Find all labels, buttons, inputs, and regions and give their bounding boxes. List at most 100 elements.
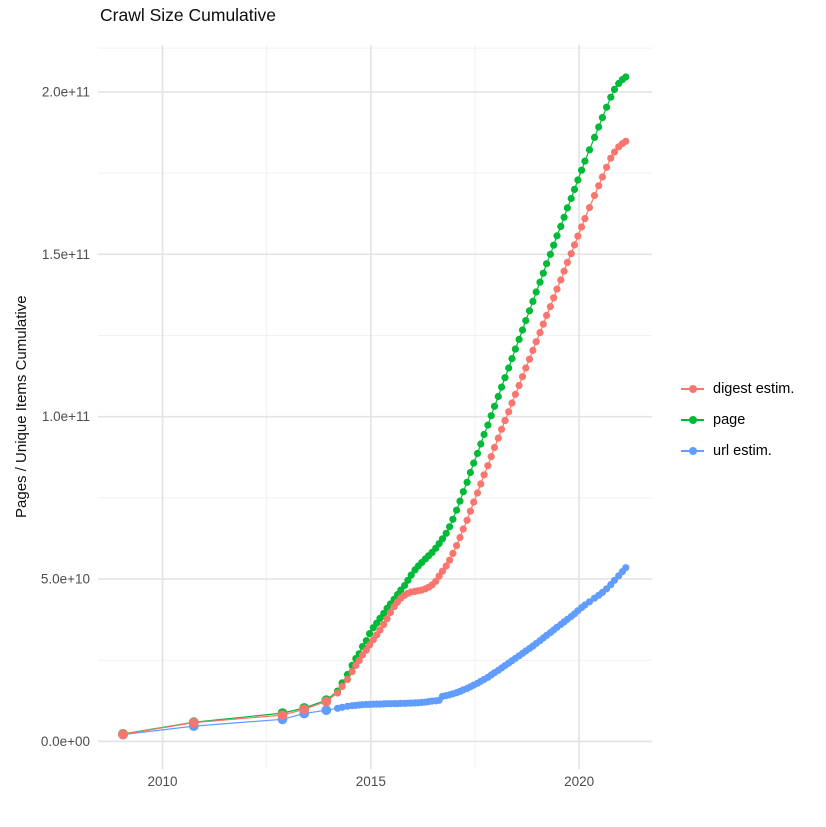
data-point — [438, 535, 447, 543]
data-point — [348, 668, 356, 676]
data-point — [539, 320, 547, 328]
data-point — [366, 641, 374, 649]
data-point — [585, 598, 594, 606]
data-point — [343, 675, 352, 684]
data-point — [463, 478, 471, 486]
data-point — [380, 620, 388, 629]
data-point — [529, 297, 537, 305]
data-point — [546, 250, 555, 258]
data-point — [610, 576, 619, 584]
data-point — [505, 364, 513, 372]
legend-label: digest estim. — [713, 381, 795, 397]
data-point — [473, 489, 482, 497]
data-point — [407, 571, 415, 579]
data-point — [494, 434, 502, 442]
gridlines-minor — [98, 45, 652, 769]
data-point — [463, 516, 471, 524]
data-point — [494, 392, 502, 401]
data-point — [484, 462, 492, 470]
data-point — [546, 303, 555, 311]
data-point — [505, 408, 513, 416]
data-point — [432, 577, 440, 585]
data-point — [574, 232, 582, 240]
data-point — [525, 355, 534, 363]
data-point — [607, 93, 615, 101]
data-point — [508, 355, 516, 363]
data-point — [595, 123, 603, 131]
data-point — [473, 449, 482, 457]
y-axis-tick-labels: 0.0e+00 5.0e+10 1.0e+11 1.5e+11 2.0e+11 — [41, 84, 90, 748]
series-line — [122, 567, 627, 736]
data-point — [622, 73, 630, 81]
data-point — [299, 704, 310, 715]
y-tick-label: 0.0e+00 — [41, 734, 90, 749]
data-point — [487, 453, 495, 461]
data-point — [543, 311, 551, 319]
data-point — [563, 204, 572, 212]
data-point — [603, 163, 611, 171]
data-point — [188, 717, 199, 728]
data-point — [453, 542, 461, 550]
data-point — [610, 148, 619, 156]
data-point — [333, 689, 342, 697]
data-point — [560, 213, 568, 221]
data-point — [553, 285, 561, 293]
legend-key-icon — [681, 413, 704, 427]
data-point — [590, 133, 599, 141]
data-point — [490, 402, 499, 410]
x-tick-label: 2010 — [148, 774, 178, 789]
data-point — [480, 430, 488, 439]
data-point — [380, 609, 388, 618]
y-tick-label: 2.0e+11 — [42, 84, 90, 99]
data-point — [511, 345, 519, 353]
data-point — [560, 267, 568, 275]
data-point — [459, 488, 467, 496]
data-point — [539, 269, 547, 277]
chart-title: Crawl Size Cumulative — [100, 5, 277, 25]
legend-item-digest-estim: digest estim. — [681, 378, 794, 400]
data-point — [567, 194, 575, 203]
data-point — [442, 529, 450, 537]
data-point — [477, 480, 485, 488]
data-point — [490, 443, 499, 452]
data-point — [532, 288, 540, 296]
data-point — [438, 567, 447, 575]
data-point — [567, 250, 575, 258]
x-tick-label: 2020 — [564, 774, 594, 789]
series-url-estim- — [118, 564, 630, 740]
data-point — [603, 103, 611, 111]
data-point — [456, 533, 464, 542]
data-point — [401, 581, 409, 590]
data-point — [470, 459, 478, 467]
data-point — [563, 258, 572, 266]
data-point — [118, 729, 128, 740]
data-point — [484, 421, 492, 429]
data-point — [536, 278, 544, 286]
data-point — [358, 651, 367, 659]
data-point — [590, 191, 599, 200]
legend-key-icon — [681, 382, 704, 396]
data-point — [466, 468, 474, 477]
legend-key-icon — [681, 444, 704, 458]
data-point — [376, 626, 384, 634]
data-point — [622, 137, 630, 145]
data-point — [595, 182, 603, 190]
data-point — [557, 276, 565, 284]
data-point — [553, 232, 561, 240]
data-point — [557, 222, 565, 230]
data-point — [449, 549, 457, 558]
data-point — [532, 338, 540, 346]
data-point — [355, 656, 363, 665]
data-point — [404, 576, 412, 584]
data-point — [525, 307, 534, 315]
data-point — [498, 425, 506, 433]
data-point — [366, 630, 374, 638]
data-point — [578, 223, 586, 231]
data-point — [622, 564, 630, 572]
data-point — [477, 440, 485, 448]
data-point — [466, 507, 474, 515]
data-point — [480, 471, 488, 479]
data-point — [446, 556, 454, 564]
